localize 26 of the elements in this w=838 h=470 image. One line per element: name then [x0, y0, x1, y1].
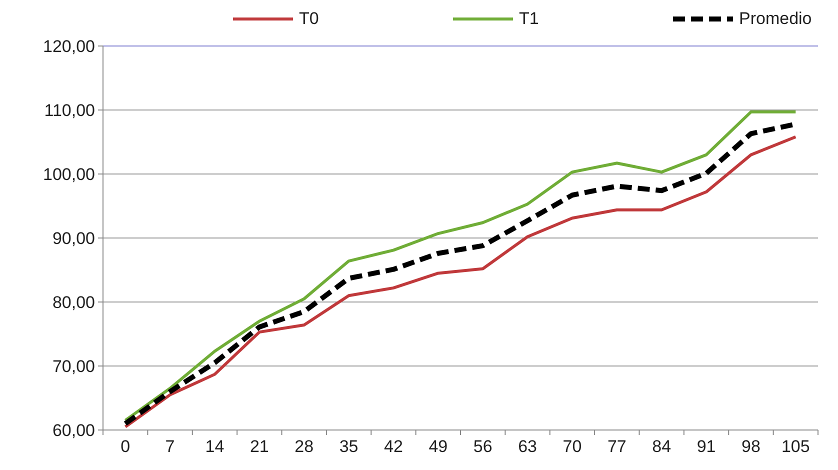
- y-tick-label: 90,00: [52, 228, 95, 248]
- y-tick-label: 80,00: [52, 292, 95, 312]
- x-tick-label: 105: [781, 437, 810, 456]
- x-tick-label: 21: [250, 437, 269, 456]
- x-tick-label: 91: [696, 437, 716, 456]
- x-tick-label: 70: [562, 437, 582, 456]
- x-tick-label: 84: [652, 437, 672, 456]
- y-tick-label: 100,00: [43, 164, 95, 184]
- legend-label: T1: [519, 9, 539, 28]
- y-tick-label: 70,00: [52, 356, 95, 376]
- x-tick-label: 35: [339, 437, 358, 456]
- x-tick-label: 63: [518, 437, 537, 456]
- x-tick-label: 14: [205, 437, 224, 456]
- y-tick-label: 60,00: [52, 420, 95, 440]
- y-tick-label: 110,00: [44, 100, 95, 120]
- x-tick-label: 0: [120, 437, 130, 456]
- x-tick-label: 28: [294, 437, 314, 456]
- legend-label: T0: [299, 9, 319, 28]
- x-tick-label: 42: [384, 437, 403, 456]
- y-tick-label: 120,00: [43, 36, 95, 56]
- x-tick-label: 98: [742, 437, 760, 456]
- x-tick-label: 7: [165, 437, 175, 456]
- x-tick-label: 77: [607, 437, 626, 456]
- x-tick-label: 56: [473, 437, 492, 456]
- legend-label: Promedio: [739, 9, 812, 28]
- x-tick-label: 49: [428, 437, 448, 456]
